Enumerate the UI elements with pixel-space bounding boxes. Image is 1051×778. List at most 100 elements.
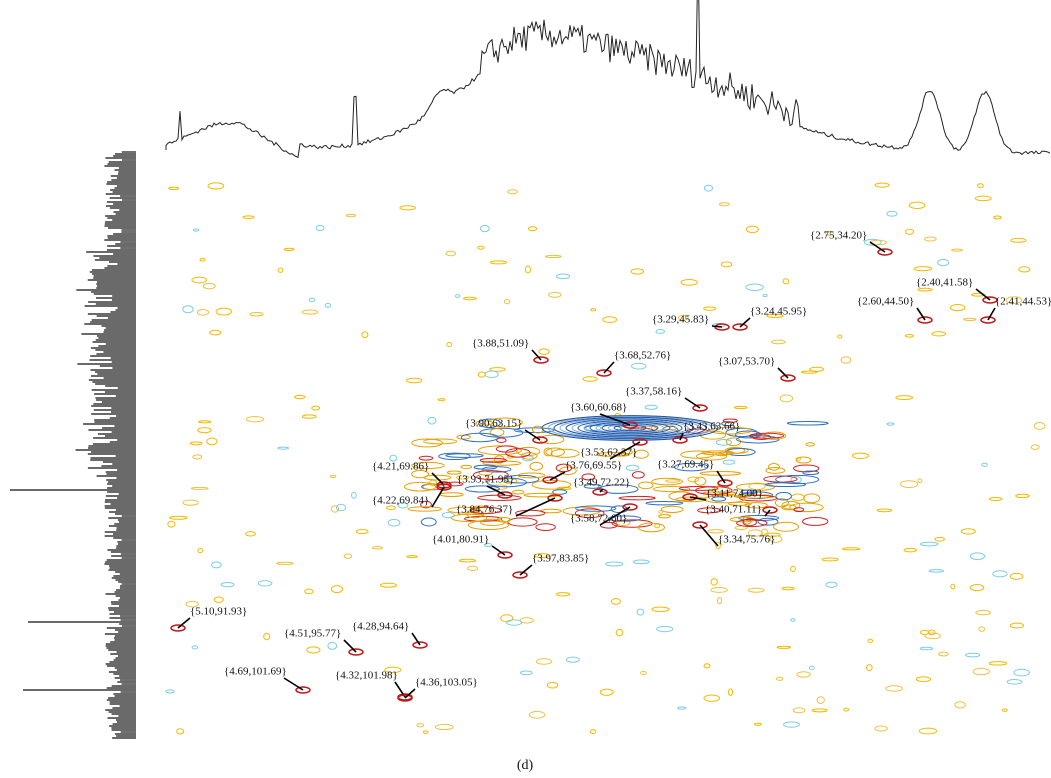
contour <box>763 294 767 296</box>
contour <box>787 421 828 425</box>
contour <box>478 246 484 249</box>
contour <box>901 481 918 488</box>
contour <box>566 657 579 662</box>
figure: {2.75,34.20}{2.40,41.58}{2.60,44.50}{2.4… <box>0 0 1051 778</box>
contour <box>277 562 294 564</box>
contour <box>809 666 814 669</box>
contour <box>726 438 740 446</box>
contour <box>919 728 936 734</box>
contour <box>611 599 620 605</box>
contour <box>438 399 445 401</box>
contour <box>305 589 313 594</box>
peak-label: {4.22,69.84} <box>372 495 429 507</box>
peak-label: {3.40,71.11} <box>705 504 762 516</box>
contour <box>758 518 778 525</box>
contour <box>746 284 764 290</box>
contour <box>278 447 289 449</box>
contour <box>771 340 785 344</box>
peak-label: {3.27,69.45} <box>657 459 714 471</box>
contour <box>346 214 356 216</box>
contour <box>964 318 976 320</box>
contour <box>804 494 820 503</box>
contour <box>546 255 562 257</box>
contour <box>1031 445 1039 450</box>
contour <box>455 295 459 298</box>
contour <box>243 216 254 219</box>
peak-label: {4.01,80.91} <box>432 534 489 546</box>
contour <box>190 442 202 445</box>
contour <box>704 185 712 191</box>
peak-label: {4.36,103.05} <box>415 677 478 689</box>
contour <box>803 517 828 525</box>
contour <box>191 487 208 489</box>
contour <box>932 332 946 336</box>
contour <box>461 433 498 441</box>
contour <box>316 225 324 230</box>
peak-label: {3.07,53.70} <box>718 356 775 368</box>
contour <box>975 196 991 200</box>
contour <box>951 584 955 589</box>
contour <box>929 570 943 572</box>
peak-label: {3.37,58.16} <box>625 386 682 398</box>
contour <box>812 709 827 712</box>
contour <box>632 363 647 369</box>
contour <box>652 607 669 611</box>
contour <box>428 417 436 424</box>
contour <box>508 518 537 526</box>
contour <box>312 406 320 410</box>
contour <box>424 439 457 444</box>
contour <box>704 664 710 668</box>
contour <box>887 423 894 425</box>
contour <box>208 183 224 189</box>
contour <box>935 537 944 541</box>
peak-label: {3.90,63.15} <box>465 418 522 430</box>
peak-label: {3.68,52.76} <box>614 350 671 362</box>
contour <box>421 518 436 526</box>
contour <box>639 482 653 489</box>
contour <box>309 298 315 302</box>
contour <box>886 686 903 691</box>
contour <box>905 335 913 338</box>
contour <box>918 288 932 291</box>
contour <box>708 530 723 533</box>
left-projection <box>10 152 136 738</box>
contour <box>388 519 400 526</box>
contour <box>1010 623 1023 628</box>
contour <box>748 588 764 592</box>
peak-label: {3.24,45.95} <box>750 306 807 318</box>
contour <box>994 216 1001 219</box>
contour <box>490 429 504 437</box>
contour <box>971 585 984 591</box>
peak-label: {4.69,101.69} <box>224 666 287 678</box>
contour <box>525 266 530 273</box>
contour <box>459 559 475 562</box>
contour <box>704 695 720 701</box>
contour <box>170 516 187 519</box>
contour <box>551 449 579 457</box>
contour <box>200 259 205 262</box>
contour <box>746 226 758 233</box>
contour <box>197 309 208 315</box>
contour <box>852 453 868 458</box>
contour <box>520 671 532 675</box>
contour <box>536 524 555 531</box>
peak-arrow <box>685 398 700 408</box>
contour <box>619 496 655 499</box>
contour <box>210 330 221 335</box>
contour <box>590 730 595 734</box>
contour <box>557 593 570 596</box>
contour <box>250 313 263 316</box>
contour <box>904 548 917 552</box>
peak-label: {3.88,51.09} <box>472 338 529 350</box>
contour <box>278 268 283 272</box>
contour <box>447 343 452 347</box>
peak-label: {5.10,91.93} <box>190 606 247 618</box>
contour <box>841 357 851 364</box>
contour <box>955 702 965 708</box>
contour <box>801 371 817 373</box>
contour <box>659 515 671 518</box>
contour <box>718 598 722 604</box>
peak-label: {4.28,94.64} <box>352 621 409 633</box>
contour <box>950 305 965 311</box>
contour <box>1014 669 1029 676</box>
